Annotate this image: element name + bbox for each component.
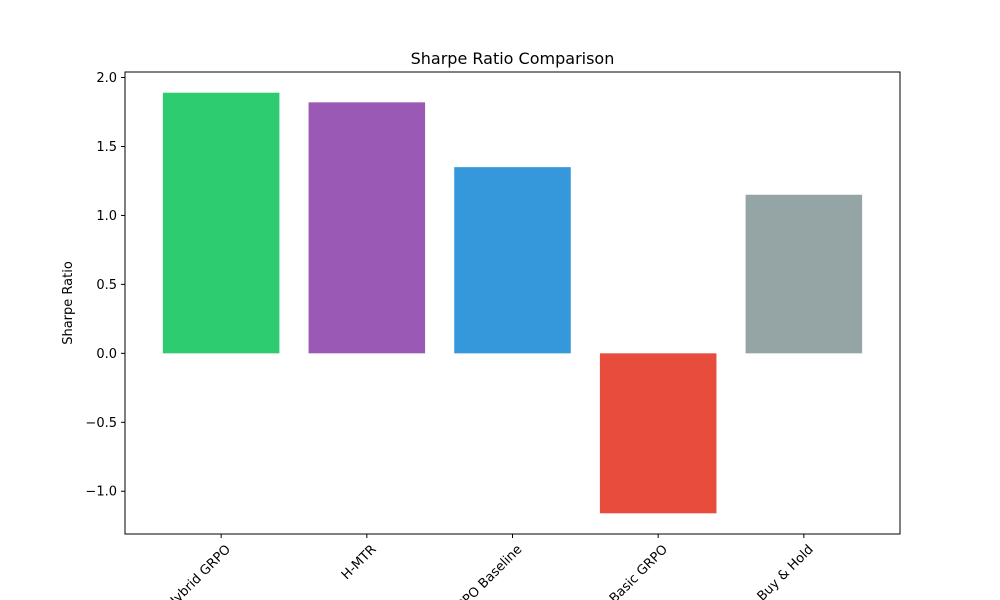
y-axis-label: Sharpe Ratio [61, 261, 76, 345]
x-tick-label: PPO Baseline [454, 542, 525, 600]
bar-h-mtr [308, 102, 426, 354]
y-tick-label: 2.0 [96, 71, 117, 86]
y-tick-label: 1.5 [96, 140, 117, 155]
chart-title: Sharpe Ratio Comparison [411, 49, 615, 68]
y-tick-label: 0.5 [96, 278, 117, 293]
bar-ppo-baseline [454, 167, 571, 354]
x-tick-label: H-MTR [339, 542, 380, 583]
y-axis: −1.0 −0.5 0.0 0.5 1.0 1.5 2.0 [85, 71, 125, 500]
y-tick-label: −1.0 [85, 485, 117, 500]
x-tick-label: Buy & Hold [755, 542, 817, 600]
y-tick-label: 0.0 [96, 347, 117, 362]
x-tick-label: Basic GRPO [607, 542, 671, 600]
bar-hybrid-grpo [162, 92, 280, 354]
x-tick-label: Hybrid GRPO [164, 542, 234, 600]
y-tick-label: −0.5 [85, 416, 117, 431]
bars [162, 92, 863, 514]
bar-basic-grpo [599, 353, 717, 514]
y-tick-label: 1.0 [96, 209, 117, 224]
bar-buy-hold [745, 194, 863, 354]
x-axis: Hybrid GRPO H-MTR PPO Baseline Basic GRPO Bu… [164, 534, 817, 600]
